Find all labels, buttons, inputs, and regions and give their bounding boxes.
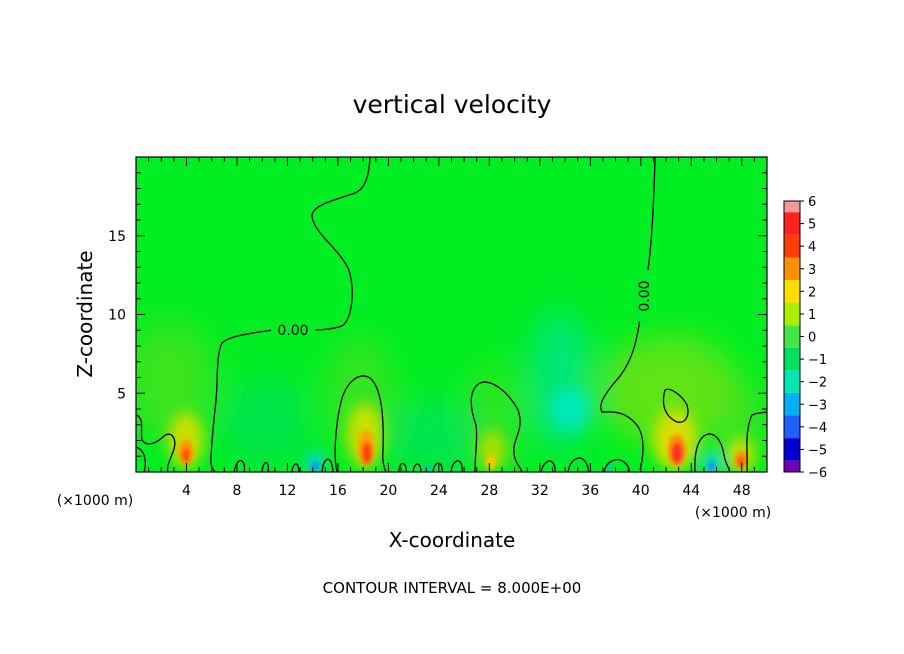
blip-11 xyxy=(603,458,630,472)
blip-6 xyxy=(412,463,422,472)
contour-cell-e xyxy=(746,411,767,472)
x-tick-label: 4 xyxy=(182,483,191,499)
x-tick-label: 36 xyxy=(581,483,599,499)
chart-title: vertical velocity xyxy=(353,90,552,119)
colorbar-frame xyxy=(783,200,801,473)
blip-5 xyxy=(398,462,407,472)
updraft-cores xyxy=(179,430,747,471)
colorbar-label: 4 xyxy=(808,240,816,255)
y-tick-label: 10 xyxy=(108,308,126,324)
core-d2 xyxy=(671,442,683,464)
colorbar-label: 6 xyxy=(808,195,816,210)
colorbar-swatch xyxy=(784,201,800,213)
cool-glow-1 xyxy=(550,388,590,432)
contour-cell-c xyxy=(470,381,523,472)
contour-label-bg-2 xyxy=(635,271,652,321)
down-core-4 xyxy=(606,465,612,471)
field xyxy=(136,157,767,472)
colorbar-swatch xyxy=(784,347,800,371)
contour-upper-right xyxy=(647,157,656,271)
x-tick-label: 8 xyxy=(232,483,241,499)
zero-contours xyxy=(136,157,767,472)
colorbar-label: −6 xyxy=(808,466,827,481)
shade-cool-1 xyxy=(220,375,310,465)
contour-left-edge-b xyxy=(136,446,146,472)
colorbar-swatch xyxy=(784,370,800,393)
shade-warm-5 xyxy=(710,380,767,460)
colorbar-swatch xyxy=(784,280,800,303)
core-a2 xyxy=(182,447,190,463)
colorbar-label: −4 xyxy=(808,421,827,436)
x-tick-label: 16 xyxy=(329,483,347,499)
contour-label-1: 0.00 xyxy=(277,323,308,339)
x-tick-label: 32 xyxy=(531,483,549,499)
colorbar-label: −5 xyxy=(808,443,827,458)
colorbar-label: −1 xyxy=(808,353,827,368)
blip-3 xyxy=(291,463,300,472)
colorbar-swatch xyxy=(784,257,800,281)
blip-8 xyxy=(450,460,463,472)
contour-interval: CONTOUR INTERVAL = 8.000E+00 xyxy=(323,579,582,597)
colorbar-swatch xyxy=(784,415,800,439)
shade-left xyxy=(136,320,215,440)
x-unit-left: (×1000 m) xyxy=(57,493,133,509)
x-tick-label: 12 xyxy=(279,483,297,499)
contour-left-edge xyxy=(136,414,176,472)
contour-upper-left xyxy=(311,157,371,331)
contour-label-2-group: 0.00 xyxy=(635,271,653,321)
core-b2 xyxy=(362,442,372,464)
colorbar-label: 0 xyxy=(808,331,816,346)
contour-label-bg-1 xyxy=(271,322,315,338)
x-tick-label: 48 xyxy=(733,483,751,499)
colorbar-label: 1 xyxy=(808,308,816,323)
x-axis-label: X-coordinate xyxy=(389,528,516,552)
core-e2 xyxy=(738,457,744,467)
colorbar-label: −2 xyxy=(808,376,827,391)
contour-cell-d xyxy=(694,433,731,472)
blip-1 xyxy=(233,459,246,472)
colorbar-swatch xyxy=(784,460,800,472)
colorbar-swatch xyxy=(784,302,800,326)
x-tick-label: 28 xyxy=(480,483,498,499)
down-core-2 xyxy=(708,461,716,471)
contour-upper-right-b xyxy=(600,317,644,471)
contour-cell-b xyxy=(334,375,387,472)
colorbar-swatch xyxy=(784,234,800,258)
contour-labels: 0.00 0.00 xyxy=(271,271,653,339)
colorbar-label: 5 xyxy=(808,218,816,233)
x-tick-label: 24 xyxy=(430,483,448,499)
blip-4 xyxy=(321,458,334,472)
x-tick-label: 44 xyxy=(682,483,700,499)
blip-2 xyxy=(261,461,270,472)
colorbar: 6 5 4 3 2 1 0 −1 −2 −3 −4 −5 −6 xyxy=(783,195,827,481)
colorbar-swatch xyxy=(784,392,800,416)
colorbar-label: 3 xyxy=(808,263,816,278)
y-axis-label: Z-coordinate xyxy=(73,250,97,377)
blip-7 xyxy=(432,462,443,472)
x-tick-label: 20 xyxy=(379,483,397,499)
cell-glow-3 xyxy=(478,430,506,470)
x-tick-label: 40 xyxy=(632,483,650,499)
colorbar-label: −3 xyxy=(808,398,827,413)
contour-upper-left-b xyxy=(210,329,273,472)
x-unit-right: (×1000 m) xyxy=(695,505,771,521)
y-tick-label: 5 xyxy=(117,386,126,402)
colorbar-swatch xyxy=(784,438,800,461)
contour-closed-ellipse xyxy=(662,388,689,423)
x-tick-labels: 4 8 12 16 20 24 28 32 36 40 44 48 xyxy=(182,483,751,499)
blip-9 xyxy=(540,460,556,472)
axis-ticks xyxy=(136,157,767,472)
colorbar-swatch xyxy=(784,212,800,235)
core-c1 xyxy=(486,455,496,469)
colorbar-label: 2 xyxy=(808,285,816,300)
contour-label-2: 0.00 xyxy=(637,280,653,311)
colorbar-swatch xyxy=(784,325,800,348)
blip-10 xyxy=(567,457,589,472)
y-tick-labels: 5 10 15 xyxy=(108,229,126,403)
y-tick-label: 15 xyxy=(108,229,126,245)
